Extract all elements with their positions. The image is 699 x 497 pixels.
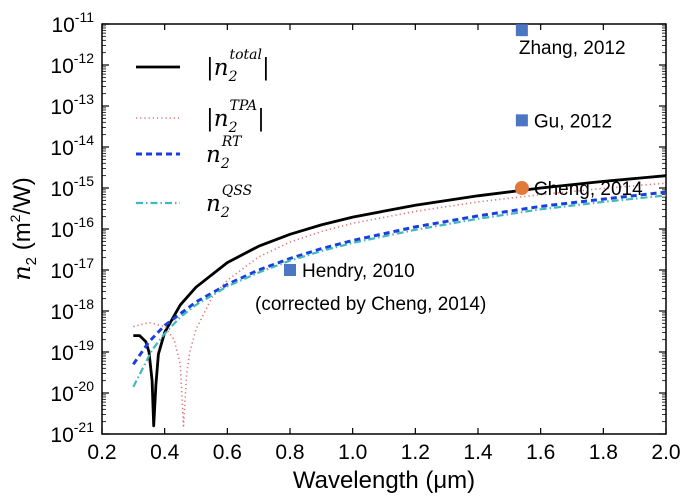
legend-sym: n (214, 55, 229, 81)
y-axis-symbol: n (8, 265, 36, 280)
x-tick-label: 1.6 (526, 441, 555, 464)
legend-sub: 2 (220, 156, 230, 172)
y-tick-label: 10-21 (50, 419, 94, 447)
y-tick-label: 10-17 (50, 255, 94, 283)
y-axis-label: n2 (m2/W) (7, 177, 40, 281)
point-label-secondary: (corrected by Cheng, 2014) (255, 294, 486, 315)
y-tick-label: 10-16 (50, 214, 94, 242)
x-tick-label: 1.0 (338, 441, 367, 464)
y-tick-base: 10 (50, 424, 73, 447)
legend-pre: | (206, 55, 214, 81)
x-tick-label: 0.6 (213, 441, 242, 464)
y-axis-units-end: /W) (9, 177, 36, 214)
y-axis-units: (m (9, 222, 36, 257)
point-label: Zhang, 2012 (519, 38, 626, 59)
y-tick-exponent: -11 (75, 9, 94, 25)
y-tick-base: 10 (50, 383, 73, 406)
y-tick-exponent: -18 (74, 296, 94, 312)
legend-post: | (262, 55, 270, 81)
legend-sup: TPA (230, 98, 258, 114)
y-tick-exponent: -14 (74, 132, 94, 148)
point-label: Cheng, 2014 (534, 179, 643, 200)
x-ticks: 0.2 0.4 0.6 0.8 1.0 1.2 1.4 1.6 1.8 2.0 (87, 24, 681, 464)
y-axis-units-superscript: 2 (7, 214, 23, 222)
y-tick-base: 10 (50, 178, 73, 201)
y-tick-exponent: -21 (74, 419, 94, 435)
series-line-1 (133, 174, 667, 428)
y-tick-exponent: -13 (74, 91, 94, 107)
data-point-square (515, 24, 528, 37)
y-tick-base: 10 (50, 219, 73, 242)
point-label: Gu, 2012 (534, 111, 612, 132)
x-tick-label: 1.2 (401, 441, 430, 464)
legend-sup: QSS (222, 183, 252, 199)
x-tick-label: 0.8 (275, 441, 304, 464)
y-tick-label: 10-15 (50, 173, 94, 201)
series-line-4 (132, 194, 667, 388)
y-tick-exponent: -19 (74, 337, 94, 353)
plot-area (101, 23, 667, 435)
y-axis-subscript: 2 (23, 257, 40, 265)
legend-sub: 2 (228, 69, 238, 85)
y-tick-exponent: -12 (74, 50, 94, 66)
y-tick-exponent: -15 (74, 173, 94, 189)
y-tick-label: 10-12 (50, 50, 94, 78)
legend-label-1: |n2total| (206, 47, 270, 85)
y-tick-exponent: -20 (74, 378, 94, 394)
y-tick-label: 10-18 (50, 296, 94, 324)
x-axis-label: Wavelength (μm) (293, 467, 475, 494)
y-tick-base: 10 (51, 14, 74, 37)
data-point-circle (514, 181, 529, 195)
y-tick-exponent: -17 (74, 255, 94, 271)
y-tick-label: 10-14 (50, 132, 94, 160)
y-tick-label: 10-20 (50, 378, 94, 406)
series-lines (132, 174, 667, 428)
data-point-square (284, 264, 296, 276)
y-tick-label: 10-13 (50, 91, 94, 119)
y-tick-base: 10 (50, 137, 73, 160)
y-tick-base: 10 (50, 96, 73, 119)
y-tick-exponent: -16 (74, 214, 94, 230)
y-tick-base: 10 (50, 342, 73, 365)
legend-sup: RT (221, 134, 243, 150)
y-ticks: 10-2110-2010-1910-1810-1710-1610-1510-14… (50, 9, 666, 447)
y-tick-base: 10 (50, 55, 73, 78)
y-tick-label: 10-11 (51, 9, 94, 37)
legend-sup: total (230, 47, 263, 63)
legend-pre: | (206, 106, 214, 132)
y-tick-base: 10 (50, 260, 73, 283)
y-tick-base: 10 (50, 301, 73, 324)
legend-label-2: |n2TPA| (206, 98, 265, 136)
y-tick-label: 10-19 (50, 337, 94, 365)
legend-sub: 2 (228, 120, 238, 136)
legend-label-4: n2 QSS (206, 183, 252, 221)
point-label: Hendry, 2010 (302, 261, 415, 282)
x-tick-label: 1.4 (463, 441, 493, 464)
legend-sub: 2 (220, 205, 230, 221)
x-tick-label: 0.4 (150, 441, 180, 464)
legend-sym: n (206, 191, 221, 217)
data-points: Zhang, 2012 Gu, 2012 Cheng, 2014 Hendry, 20… (255, 24, 643, 315)
legend-post: | (257, 106, 265, 132)
x-tick-label: 0.2 (87, 441, 116, 464)
x-tick-label: 1.8 (589, 441, 618, 464)
data-point-square (515, 114, 528, 127)
legend-sym: n (206, 142, 221, 168)
legend-label-3: n2 RT (206, 134, 243, 172)
legend-sym: n (214, 106, 229, 132)
x-tick-label: 2.0 (651, 441, 680, 464)
